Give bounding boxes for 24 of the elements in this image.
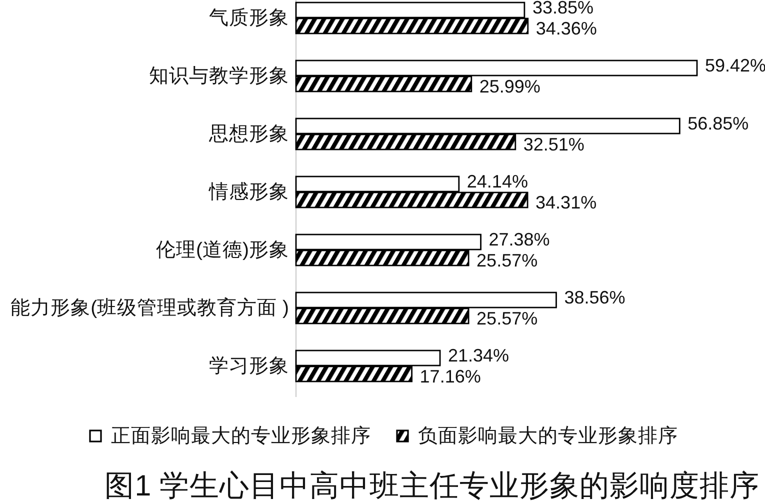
data-label: 32.51% bbox=[523, 134, 584, 155]
y-tick-label: 学习形象 bbox=[209, 355, 289, 377]
data-label: 56.85% bbox=[688, 113, 749, 134]
data-label: 59.42% bbox=[705, 55, 765, 76]
y-tick-label: 情感形象 bbox=[208, 181, 289, 203]
data-label: 17.16% bbox=[420, 366, 481, 387]
y-tick-label: 思想形象 bbox=[208, 123, 289, 145]
y-tick-label: 气质形象 bbox=[209, 7, 289, 29]
data-label: 34.31% bbox=[536, 192, 597, 213]
data-label: 34.36% bbox=[536, 18, 597, 39]
data-label: 25.99% bbox=[479, 76, 540, 97]
data-label: 27.38% bbox=[488, 229, 550, 250]
data-label: 25.57% bbox=[476, 250, 538, 271]
legend-label: 负面影响最大的专业形象排序 bbox=[418, 425, 678, 447]
text: 图1 学生心目中高中班主任专业形象的影响度排序 bbox=[104, 470, 760, 502]
y-tick-label: 伦理(道德)形象 bbox=[156, 239, 289, 261]
data-label: 33.85% bbox=[532, 0, 594, 18]
data-label: 24.14% bbox=[466, 171, 528, 192]
y-tick-label: 能力形象(班级管理或教育方面 ) bbox=[10, 296, 289, 319]
data-label: 38.56% bbox=[564, 287, 626, 308]
data-label: 25.57% bbox=[476, 308, 538, 329]
y-tick-label: 知识与教学形象 bbox=[149, 65, 289, 87]
data-label: 21.34% bbox=[448, 345, 510, 366]
legend-label: 正面影响最大的专业形象排序 bbox=[111, 425, 371, 447]
